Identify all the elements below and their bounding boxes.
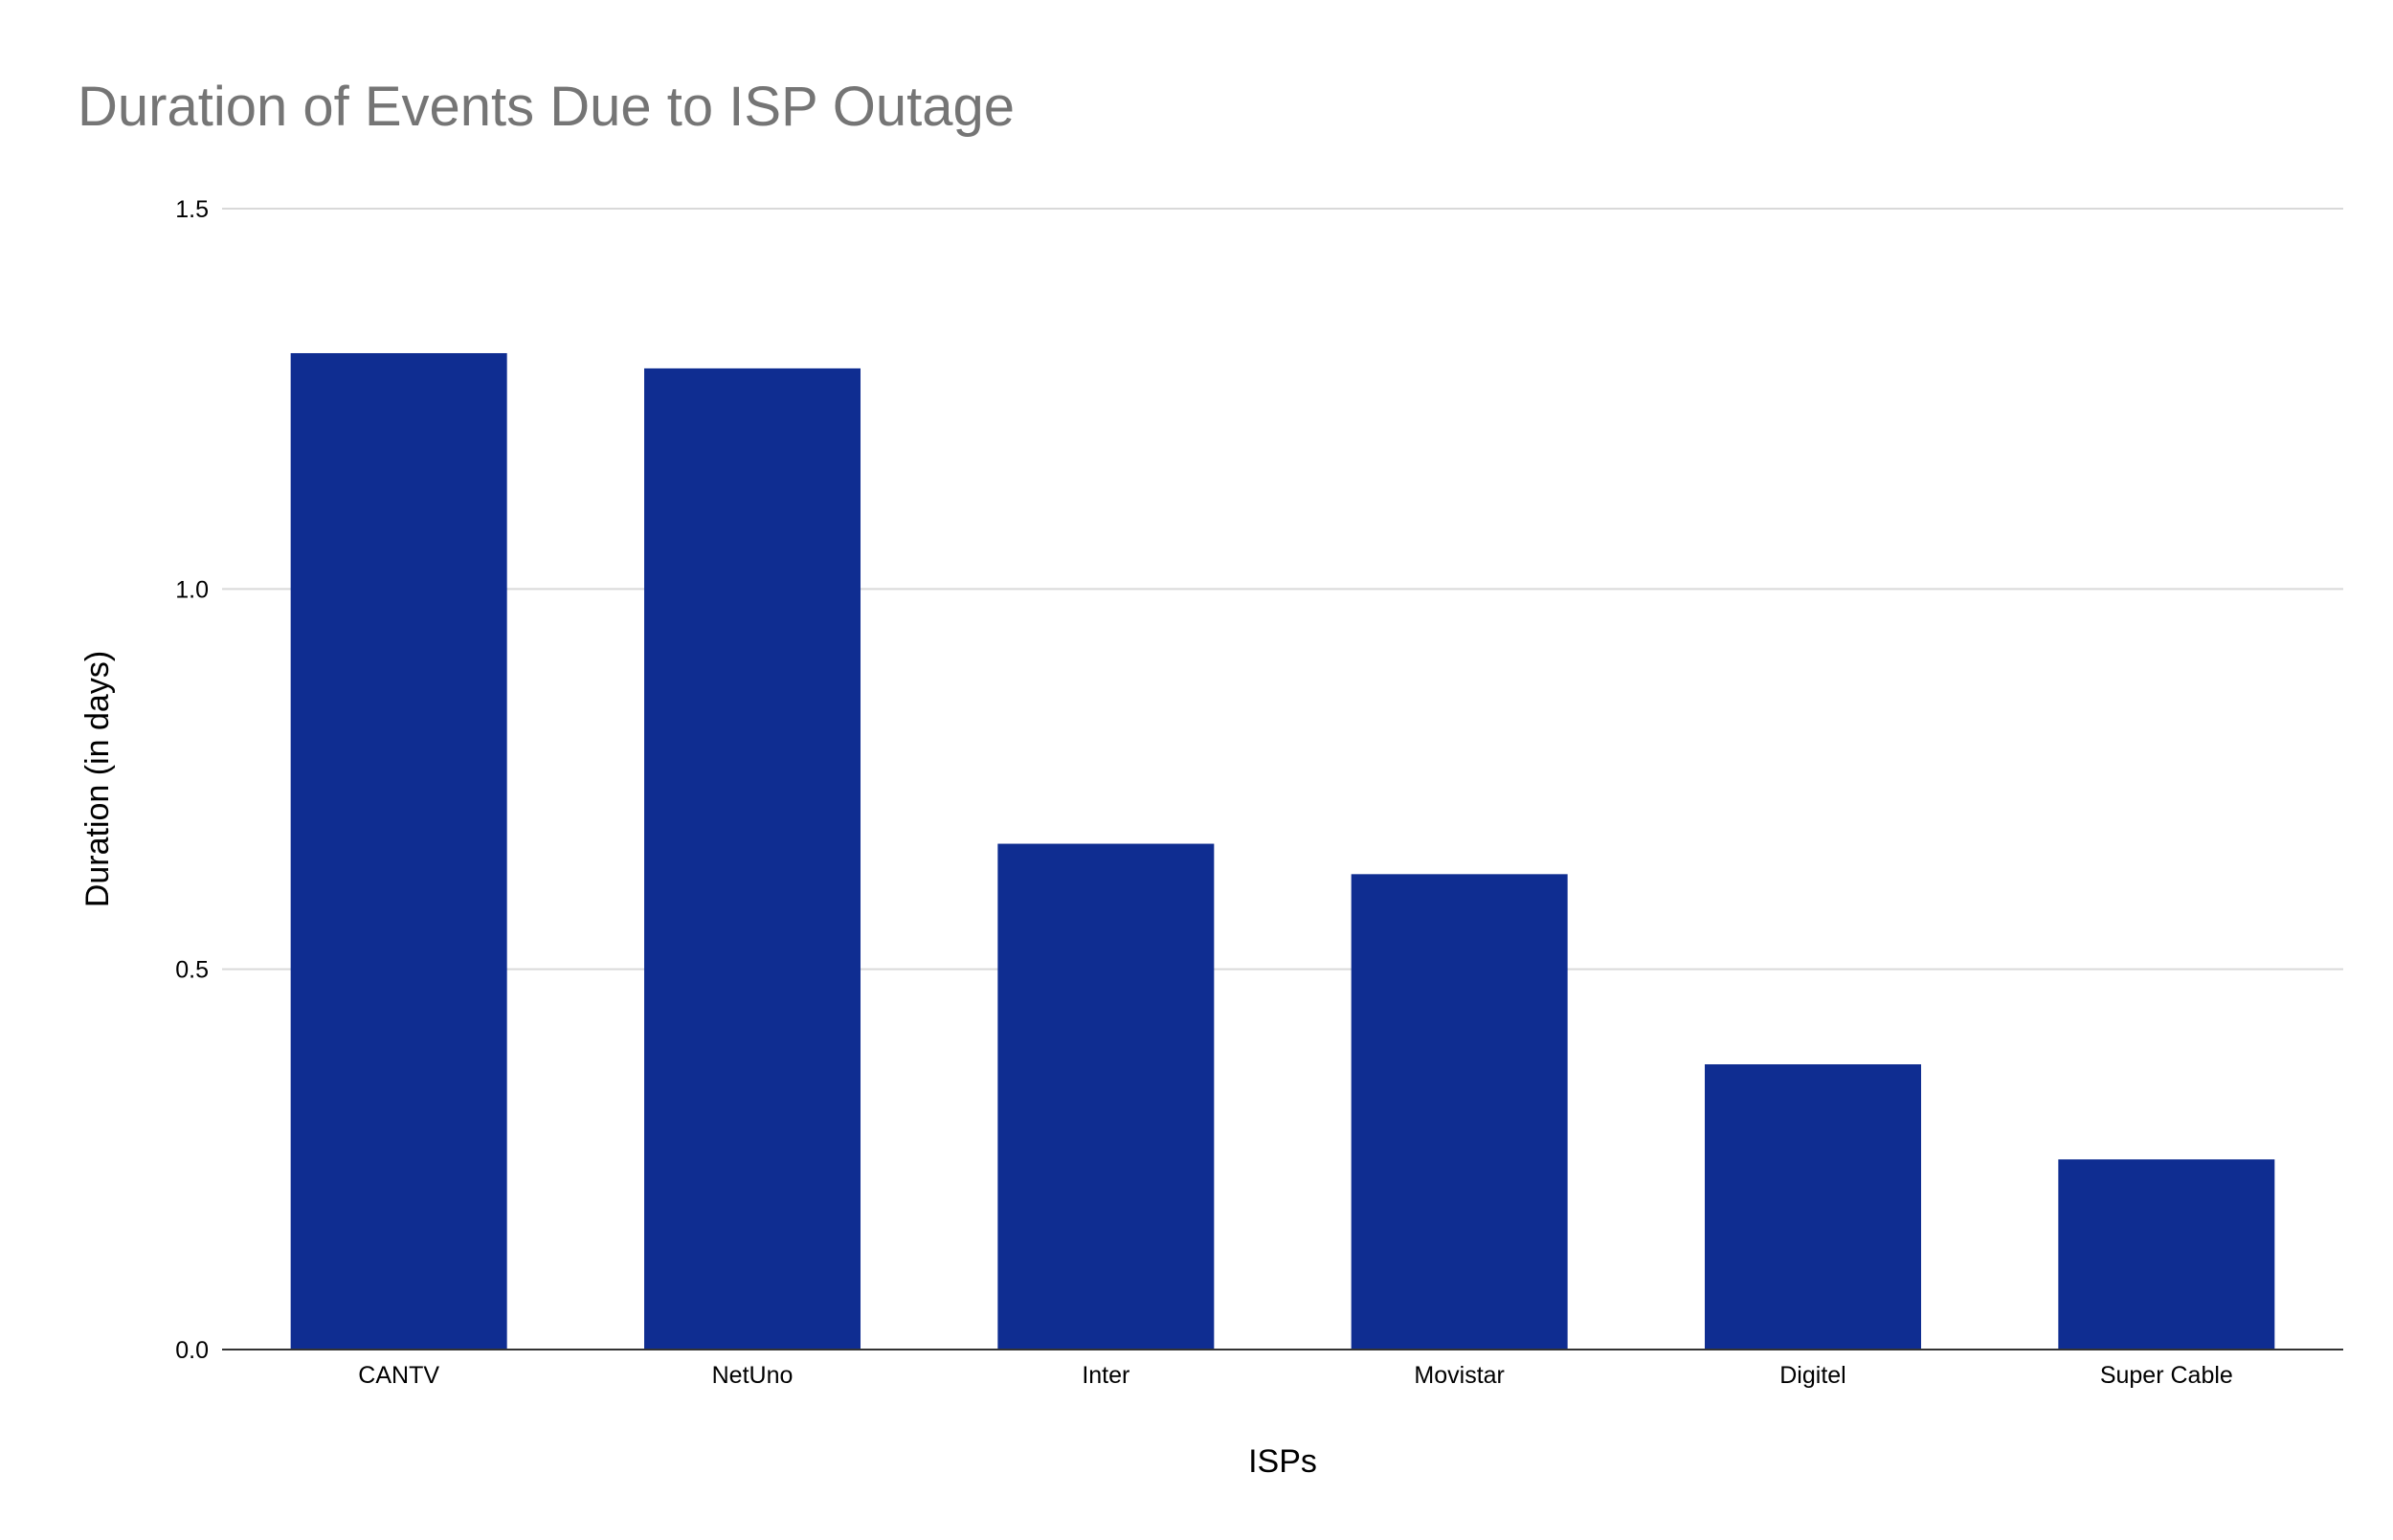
y-tick-label: 1.5: [175, 196, 209, 223]
bar-super-cable: [2058, 1159, 2275, 1350]
y-tick-label: 1.0: [175, 576, 209, 603]
x-tick-label: Inter: [1082, 1362, 1129, 1389]
bars: [290, 352, 2275, 1350]
y-tick-label: 0.0: [175, 1337, 209, 1364]
bar-digitel: [1705, 1064, 1921, 1350]
bar-netuno: [644, 368, 861, 1350]
x-tick-label: CANTV: [358, 1362, 439, 1389]
bar-cantv: [290, 352, 507, 1350]
x-axis-title: ISPs: [1248, 1443, 1317, 1480]
chart-title: Duration of Events Due to ISP Outage: [78, 76, 1016, 138]
x-tick-labels: CANTV NetUno Inter Movistar Digitel Super Cab…: [358, 1362, 2233, 1389]
bar-movistar: [1351, 874, 1568, 1350]
y-tick-labels: 0.0 0.5 1.0 1.5: [175, 196, 209, 1364]
x-tick-label: Super Cable: [2100, 1362, 2233, 1389]
y-tick-label: 0.5: [175, 957, 209, 984]
gridlines: [222, 208, 2343, 971]
x-tick-label: Movistar: [1414, 1362, 1504, 1389]
x-tick-label: NetUno: [712, 1362, 794, 1389]
y-axis-title: Duration (in days): [79, 651, 116, 907]
bar-inter: [997, 843, 1215, 1350]
x-tick-label: Digitel: [1779, 1362, 1845, 1389]
